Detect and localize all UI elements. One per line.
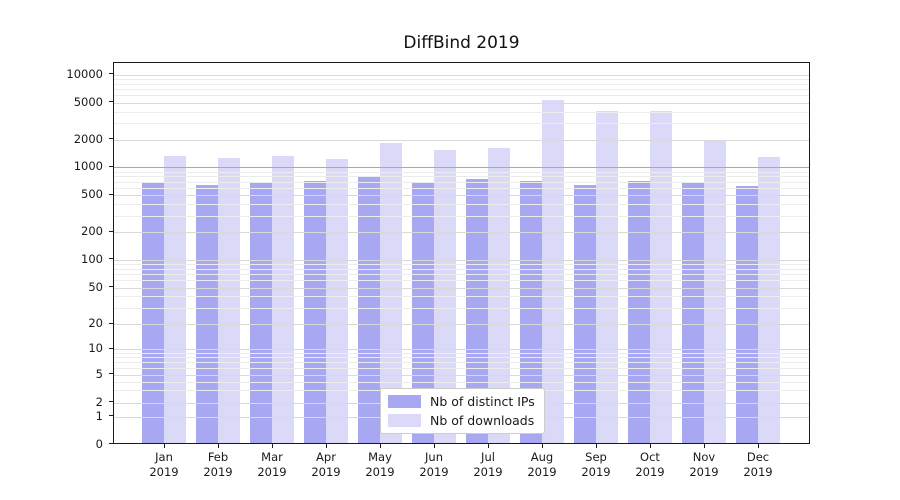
bar-downloads-dec xyxy=(758,157,780,444)
plot-area xyxy=(113,62,810,444)
bar-distinct-ips-dec xyxy=(736,186,758,444)
bar-downloads-nov xyxy=(704,140,726,444)
x-tick xyxy=(217,444,219,448)
x-tick-label-jun: Jun 2019 xyxy=(419,450,449,479)
y-tick xyxy=(109,401,113,403)
chart-title: DiffBind 2019 xyxy=(403,33,520,53)
y-gridline-minor xyxy=(114,95,809,97)
x-tick-label-jan: Jan 2019 xyxy=(149,450,179,479)
bar-distinct-ips-feb xyxy=(196,184,218,444)
y-tick-label: 2000 xyxy=(73,131,103,146)
x-tick xyxy=(703,444,705,448)
bar-distinct-ips-apr xyxy=(304,180,326,444)
y-tick-label: 1 xyxy=(95,408,103,423)
y-tick xyxy=(109,73,113,74)
y-tick xyxy=(109,101,113,102)
y-tick xyxy=(109,443,113,444)
y-tick xyxy=(109,165,113,167)
y-gridline-minor xyxy=(114,111,809,113)
bar-distinct-ips-jun xyxy=(412,183,434,444)
x-tick xyxy=(595,444,597,448)
x-tick xyxy=(325,444,327,448)
bar-distinct-ips-sep xyxy=(574,184,596,444)
x-tick xyxy=(271,444,273,448)
y-tick xyxy=(109,138,113,139)
bar-downloads-feb xyxy=(218,158,240,444)
x-tick-label-dec: Dec 2019 xyxy=(743,450,773,479)
bar-distinct-ips-nov xyxy=(682,183,704,444)
bar-distinct-ips-jul xyxy=(466,179,488,444)
x-tick-label-aug: Aug 2019 xyxy=(527,450,557,479)
bar-distinct-ips-aug xyxy=(520,180,542,444)
y-tick-label: 10000 xyxy=(66,66,103,81)
y-tick xyxy=(109,258,113,259)
x-tick xyxy=(487,444,489,448)
bar-downloads-aug xyxy=(542,100,564,444)
bar-distinct-ips-mar xyxy=(250,183,272,444)
y-gridline-10000 xyxy=(114,74,809,76)
legend-label: Nb of distinct IPs xyxy=(430,394,535,409)
x-tick-label-sep: Sep 2019 xyxy=(581,450,611,479)
distinct-ips-swatch-icon xyxy=(388,395,421,408)
y-tick-label: 100 xyxy=(81,251,103,266)
bar-distinct-ips-jan xyxy=(142,182,164,444)
x-tick xyxy=(757,444,759,448)
y-gridline-5000 xyxy=(114,102,809,104)
y-tick-label: 500 xyxy=(81,187,103,201)
y-tick-label: 50 xyxy=(88,279,103,294)
bar-downloads-jan xyxy=(164,156,186,444)
x-tick-label-oct: Oct 2019 xyxy=(635,450,665,479)
y-tick xyxy=(109,347,113,349)
bar-downloads-oct xyxy=(650,111,672,444)
y-tick-label: 10 xyxy=(88,341,103,356)
y-tick xyxy=(109,415,113,417)
y-tick-label: 0 xyxy=(95,436,103,451)
x-tick-label-feb: Feb 2019 xyxy=(203,450,233,479)
x-tick xyxy=(649,444,651,448)
x-tick-label-nov: Nov 2019 xyxy=(689,450,719,479)
bar-distinct-ips-oct xyxy=(628,180,650,444)
legend-label: Nb of downloads xyxy=(430,413,535,428)
y-tick xyxy=(109,373,113,375)
y-gridline-minor xyxy=(114,123,809,125)
y-gridline-minor xyxy=(114,88,809,90)
y-tick xyxy=(109,286,113,287)
legend: Nb of distinct IPs Nb of downloads xyxy=(380,388,545,434)
y-gridline-minor xyxy=(114,78,809,80)
y-tick-label: 5000 xyxy=(73,94,103,109)
x-tick xyxy=(163,444,165,448)
x-tick-label-jul: Jul 2019 xyxy=(473,450,503,479)
y-tick-label: 1000 xyxy=(73,159,103,174)
bar-downloads-sep xyxy=(596,111,618,444)
y-tick xyxy=(109,230,113,232)
downloads-swatch-icon xyxy=(388,414,421,427)
y-tick-label: 5 xyxy=(95,366,103,381)
bar-distinct-ips-may xyxy=(358,177,380,444)
bar-downloads-apr xyxy=(326,158,348,444)
legend-entry-downloads: Nb of downloads xyxy=(388,413,537,428)
y-tick-label: 2 xyxy=(95,394,103,409)
x-tick-label-apr: Apr 2019 xyxy=(311,450,341,479)
x-tick xyxy=(433,444,435,448)
legend-entry-distinct-ips: Nb of distinct IPs xyxy=(388,394,537,409)
x-tick xyxy=(541,444,543,448)
x-tick-label-mar: Mar 2019 xyxy=(257,450,287,479)
bar-downloads-mar xyxy=(272,156,294,444)
y-gridline-minor xyxy=(114,83,809,85)
y-tick-label: 20 xyxy=(88,316,103,330)
bar-downloads-jul xyxy=(488,147,510,444)
y-tick xyxy=(109,322,113,324)
y-tick-label: 200 xyxy=(81,224,103,238)
x-tick-label-may: May 2019 xyxy=(365,450,395,479)
y-tick xyxy=(109,193,113,195)
x-tick xyxy=(379,444,381,448)
